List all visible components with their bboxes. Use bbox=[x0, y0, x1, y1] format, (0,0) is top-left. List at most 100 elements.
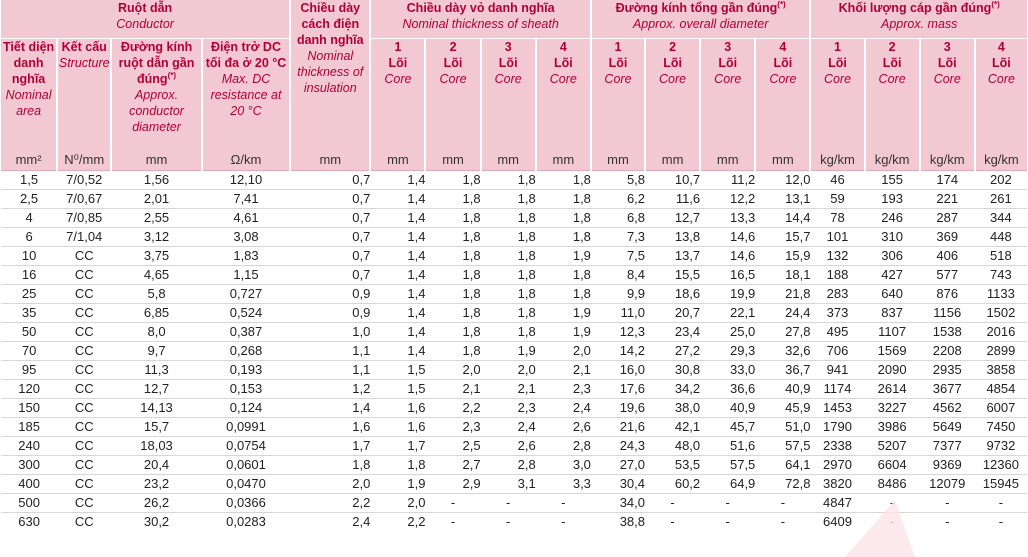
table-cell: 0,0601 bbox=[201, 455, 291, 475]
table-cell: 7450 bbox=[974, 417, 1027, 437]
table-row: 2,5 7/0,67 2,01 7,41 0,7 1,4 1,8 1,8 1,8 6,2 11,6 1… bbox=[1, 189, 1027, 209]
table-cell: 1,83 bbox=[201, 246, 291, 266]
table-cell: 1,8 bbox=[425, 303, 481, 323]
table-cell: 19,9 bbox=[700, 284, 756, 304]
conductor-vi: Ruột dẫn bbox=[118, 1, 173, 15]
table-cell: 1,8 bbox=[425, 227, 481, 247]
table-cell: 1569 bbox=[864, 341, 920, 361]
table-cell: 837 bbox=[864, 303, 920, 323]
table-cell: 283 bbox=[810, 284, 865, 304]
table-cell: 70 bbox=[1, 341, 58, 361]
sheath-core-2: 2 Lõi Core bbox=[424, 38, 481, 150]
table-cell: 7/0,52 bbox=[66, 172, 103, 187]
table-cell: 95 bbox=[1, 360, 58, 380]
table-cell: 17,6 bbox=[590, 379, 646, 399]
table-cell: 34,2 bbox=[645, 379, 701, 399]
table-cell: 1,8 bbox=[425, 322, 481, 342]
table-cell: 1,4 bbox=[290, 398, 371, 418]
table-cell: 3,1 bbox=[480, 474, 536, 494]
watermark-shape bbox=[845, 500, 915, 557]
table-cell: 246 bbox=[864, 208, 920, 228]
table-cell: CC bbox=[57, 303, 112, 323]
table-cell: - bbox=[645, 512, 701, 531]
table-cell: 78 bbox=[810, 208, 865, 228]
table-cell: 11,6 bbox=[645, 189, 701, 209]
table-cell: 0,0470 bbox=[201, 474, 291, 494]
table-cell: 12,2 bbox=[700, 189, 756, 209]
table-cell: 495 bbox=[810, 322, 865, 342]
table-cell: 0,124 bbox=[201, 398, 291, 418]
table-cell: - bbox=[700, 493, 756, 513]
table-cell: 1,6 bbox=[370, 417, 426, 437]
unit-cell: mm bbox=[534, 150, 591, 171]
table-cell: 3,0 bbox=[535, 455, 591, 475]
table-cell: CC bbox=[57, 436, 112, 456]
table-cell: 3986 bbox=[864, 417, 920, 437]
table-cell: 14,2 bbox=[590, 341, 646, 361]
mass-core-1: 1 Lõi Core bbox=[809, 38, 865, 150]
table-cell: - bbox=[645, 493, 701, 513]
sheath-core-3: 3 Lõi Core bbox=[479, 38, 536, 150]
table-cell: 6,85 bbox=[111, 303, 202, 323]
table-cell: 36,7 bbox=[755, 360, 811, 380]
table-cell: 2,3 bbox=[535, 379, 591, 399]
table-cell: 24,3 bbox=[590, 436, 646, 456]
table-cell: 5649 bbox=[919, 417, 975, 437]
table-cell: 1,8 bbox=[462, 172, 481, 187]
table-cell: 1,8 bbox=[290, 455, 371, 475]
table-cell: 14,6 bbox=[700, 246, 756, 266]
table-cell: 1,8 bbox=[370, 455, 426, 475]
table-cell: 4854 bbox=[974, 379, 1027, 399]
table-cell: 16,0 bbox=[590, 360, 646, 380]
table-cell: 1,7 bbox=[370, 436, 426, 456]
conductor-group-header: Ruột dẫn Conductor bbox=[1, 0, 291, 39]
table-cell: 0,7 bbox=[352, 172, 371, 187]
table-cell: 1538 bbox=[919, 322, 975, 342]
table-cell: 27,8 bbox=[755, 322, 811, 342]
table-cell: 1,8 bbox=[535, 208, 591, 228]
table-cell: 706 bbox=[810, 341, 865, 361]
table-cell: 40,9 bbox=[700, 398, 756, 418]
table-cell: 0,524 bbox=[201, 303, 291, 323]
table-cell: 8,0 bbox=[111, 322, 202, 342]
table-cell: 2,3 bbox=[480, 398, 536, 418]
table-row: 4 7/0,85 2,55 4,61 0,7 1,4 1,8 1,8 1,8 6,8 12,7 13,… bbox=[1, 208, 1027, 228]
table-cell: - bbox=[919, 493, 975, 513]
table-cell: 630 bbox=[1, 512, 58, 531]
table-cell: 0,0283 bbox=[201, 512, 291, 531]
table-row: 6 7/1,04 3,12 3,08 0,7 1,4 1,8 1,8 1,8 7,3 13,8 14,… bbox=[1, 227, 1027, 247]
table-cell: 1,8 bbox=[480, 303, 536, 323]
table-cell: 2,1 bbox=[535, 360, 591, 380]
table-cell: 12,3 bbox=[590, 322, 646, 342]
table-cell: 45,9 bbox=[755, 398, 811, 418]
sheath-group-header: Chiều dày vỏ danh nghĩa Nominal thicknes… bbox=[369, 0, 591, 39]
table-cell: 406 bbox=[919, 246, 975, 266]
table-cell: 15,7 bbox=[111, 417, 202, 437]
table-cell: 29,3 bbox=[700, 341, 756, 361]
table-cell: 12,10 bbox=[229, 172, 263, 187]
mass-vi: Khối lượng cáp gần đúng bbox=[838, 1, 992, 15]
table-cell: 2,5 bbox=[425, 436, 481, 456]
table-body: 1,5 7/0,52 1,56 12,10 0,7 1,4 1,8 1,8 1,8 5,8 10,7… bbox=[1, 171, 1027, 531]
table-cell: 1,7 bbox=[290, 436, 371, 456]
unit-cell: mm bbox=[754, 150, 811, 171]
table-cell: 344 bbox=[974, 208, 1027, 228]
table-cell: 1,8 bbox=[425, 265, 481, 285]
table-cell: 15945 bbox=[974, 474, 1027, 494]
insulation-header: Chiều dày cách điện danh nghĩa Nominal t… bbox=[289, 0, 371, 150]
structure-en: Structure bbox=[58, 56, 110, 70]
table-cell: 15,5 bbox=[645, 265, 701, 285]
table-cell: - bbox=[755, 512, 811, 531]
table-cell: 3,75 bbox=[111, 246, 202, 266]
sheath-en: Nominal thickness of sheath bbox=[402, 17, 559, 31]
table-row: 70 CC 9,7 0,268 1,1 1,4 1,8 1,9 2,0 14,2 27,2 29,3 3… bbox=[1, 341, 1027, 361]
table-cell: 5,8 bbox=[111, 284, 202, 304]
table-cell: 10,7 bbox=[674, 172, 701, 187]
table-cell: 23,4 bbox=[645, 322, 701, 342]
table-cell: 1,4 bbox=[370, 303, 426, 323]
table-cell: 36,6 bbox=[700, 379, 756, 399]
table-cell: 9,9 bbox=[590, 284, 646, 304]
table-cell: 2,0 bbox=[370, 493, 426, 513]
table-cell: 1,0 bbox=[290, 322, 371, 342]
structure-vi: Kết cấu bbox=[61, 40, 107, 54]
